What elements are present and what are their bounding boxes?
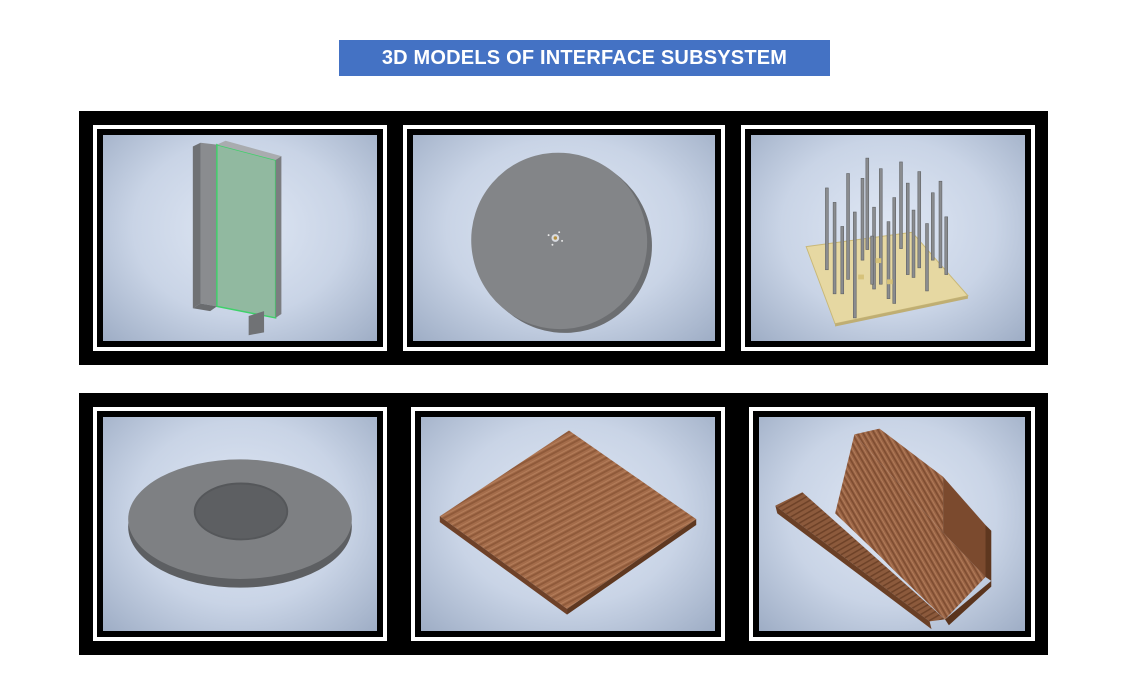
wood-bracket-icon	[775, 428, 992, 630]
model-viewport	[421, 417, 715, 631]
model-panel-disc	[403, 125, 725, 351]
page-title: 3D MODELS OF INTERFACE SUBSYSTEM	[339, 40, 830, 76]
wood-plate-icon	[439, 430, 697, 615]
model-viewport	[751, 135, 1025, 341]
washer-ring-icon	[128, 459, 352, 588]
model-viewport	[759, 417, 1025, 631]
disc-plate-icon	[471, 152, 652, 333]
pin-array-board-icon	[805, 157, 969, 327]
model-panel-wood-plate	[411, 407, 725, 641]
model-panel-i-beam	[93, 125, 387, 351]
model-viewport	[103, 135, 377, 341]
model-panel-pin-array	[741, 125, 1035, 351]
model-panel-washer	[93, 407, 387, 641]
model-viewport	[413, 135, 715, 341]
model-viewport	[103, 417, 377, 631]
i-beam-icon	[192, 140, 282, 336]
model-panel-wood-bracket	[749, 407, 1035, 641]
